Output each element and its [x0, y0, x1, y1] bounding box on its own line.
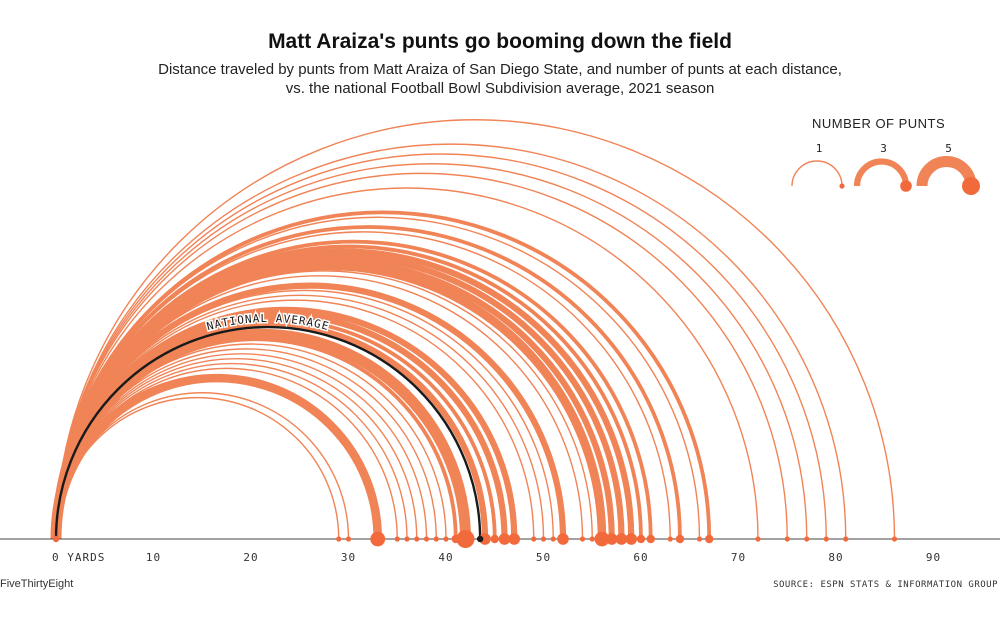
x-tick-label-60: 60	[633, 551, 648, 564]
punt-arc-75	[55, 172, 788, 540]
x-tick-label-80: 80	[828, 551, 843, 564]
chart-title: Matt Araiza's punts go booming down the …	[268, 30, 732, 53]
punt-dot-38	[423, 536, 430, 542]
punt-dot-58	[615, 533, 628, 545]
punt-dot-50	[540, 536, 547, 542]
punt-dot-37	[414, 536, 420, 542]
punt-dot-39	[433, 536, 439, 542]
punt-dot-47	[508, 533, 521, 545]
legend-title: NUMBER OF PUNTS	[812, 116, 946, 131]
punt-dot-57	[605, 533, 618, 545]
punt-dot-49	[531, 536, 537, 542]
punt-dot-61	[646, 534, 655, 544]
punt-dot-29	[336, 536, 342, 542]
punt-dot-30	[345, 536, 352, 542]
legend-arc-5	[916, 156, 977, 187]
punt-dot-79	[823, 536, 829, 542]
average-dot	[476, 535, 484, 543]
punt-dot-67	[705, 534, 714, 544]
punt-dot-42	[456, 530, 475, 548]
punt-arc-33	[51, 373, 383, 540]
punt-dot-72	[755, 536, 761, 542]
legend-label-1: 1	[816, 142, 823, 155]
punt-dot-52	[557, 533, 569, 545]
national-average-arc	[54, 326, 482, 540]
punt-dot-40	[443, 536, 449, 542]
legend: 1 3 5	[791, 142, 980, 195]
punt-dot-36	[404, 536, 410, 542]
punt-dot-75	[784, 536, 790, 542]
legend-arc-3	[853, 158, 910, 187]
punt-dot-55	[589, 536, 595, 542]
punt-dot-77	[804, 536, 810, 542]
punt-dot-33	[370, 531, 386, 547]
legend-dot-5	[962, 177, 980, 195]
x-tick-label-0: 0 YARDS	[52, 551, 105, 564]
punt-dot-63	[667, 536, 673, 542]
punt-dot-59	[625, 533, 638, 545]
punt-arc-72	[55, 187, 759, 540]
punt-arc-29	[55, 397, 340, 540]
x-tick-label-90: 90	[926, 551, 941, 564]
source-label: SOURCE: ESPN STATS & INFORMATION GROUP	[773, 580, 998, 590]
x-tick-label-40: 40	[438, 551, 453, 564]
x-axis-ticks: 0 YARDS 10 20 30 40 50 60 70 80 90	[52, 551, 941, 564]
brand-label: FiveThirtyEight	[0, 578, 74, 590]
legend-arc-1	[791, 160, 843, 187]
punt-dot-81	[843, 536, 849, 542]
punt-dot-51	[550, 536, 556, 542]
legend-label-5: 5	[945, 142, 952, 155]
x-tick-label-30: 30	[341, 551, 356, 564]
punt-dot-54	[579, 536, 586, 542]
punt-dot-64	[675, 534, 685, 544]
punt-arc-77	[55, 162, 808, 540]
x-tick-label-50: 50	[536, 551, 551, 564]
x-tick-label-20: 20	[243, 551, 258, 564]
punt-arc-86	[55, 119, 896, 540]
punt-dot-45	[490, 534, 499, 544]
punt-dots	[52, 530, 898, 548]
punt-arc-79	[55, 153, 827, 540]
punt-dot-46	[498, 533, 511, 545]
punt-arcs	[50, 119, 896, 540]
legend-dot-1	[839, 183, 845, 189]
legend-dot-3	[900, 180, 912, 192]
punt-arc-81	[55, 143, 847, 540]
x-tick-label-10: 10	[146, 551, 161, 564]
subtitle-line-2: vs. the national Football Bowl Subdivisi…	[285, 80, 715, 97]
subtitle-line-1: Distance traveled by punts from Matt Ara…	[158, 61, 842, 78]
x-tick-label-70: 70	[731, 551, 746, 564]
legend-label-3: 3	[880, 142, 887, 155]
punt-dot-86	[891, 536, 898, 542]
punt-dot-56	[594, 531, 610, 547]
punt-dot-66	[696, 536, 703, 542]
chart-subtitle: Distance traveled by punts from Matt Ara…	[0, 60, 1000, 98]
punt-dot-44	[479, 533, 491, 545]
punt-dot-60	[636, 534, 646, 544]
punt-dot-35	[394, 536, 400, 542]
origin-dot	[52, 535, 60, 543]
